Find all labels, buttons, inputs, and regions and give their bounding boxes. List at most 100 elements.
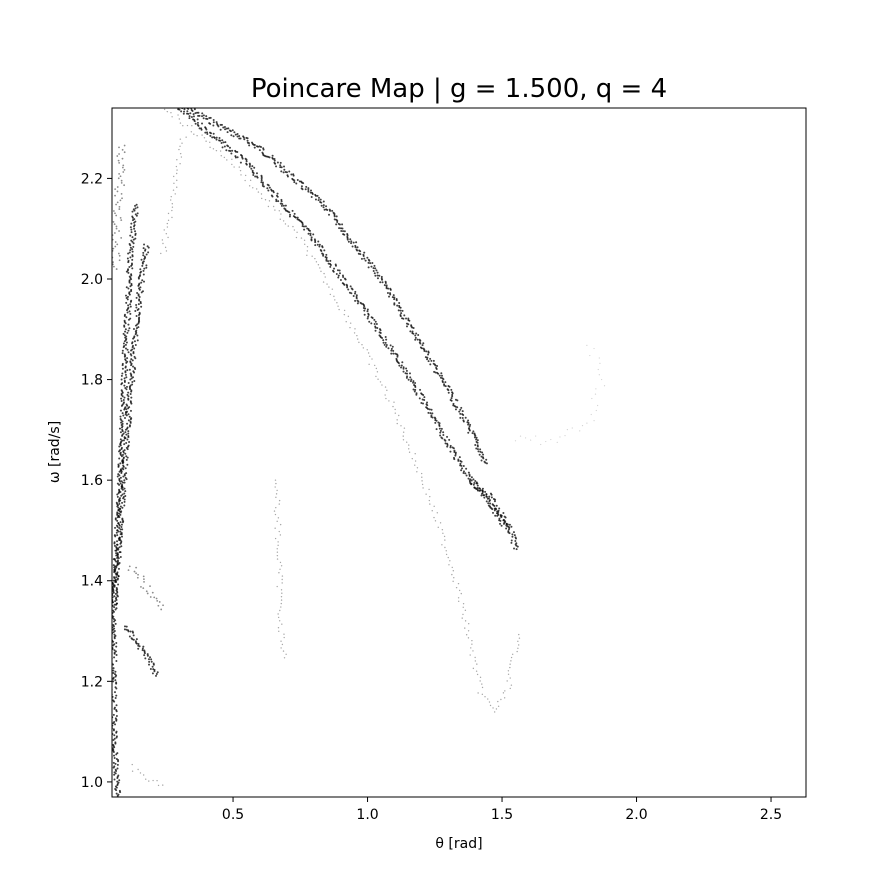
scatter-point: [337, 276, 340, 279]
scatter-point: [119, 490, 122, 493]
scatter-point: [500, 516, 503, 519]
scatter-point: [303, 239, 306, 241]
scatter-point: [212, 124, 215, 127]
scatter-point: [125, 442, 128, 445]
scatter-point: [433, 505, 435, 508]
scatter-point: [405, 376, 408, 379]
scatter-point: [474, 434, 477, 437]
scatter-point: [130, 262, 133, 265]
scatter-point: [155, 674, 157, 677]
scatter-point: [128, 291, 131, 294]
scatter-point: [131, 359, 134, 362]
scatter-point: [219, 139, 222, 142]
scatter-point: [236, 133, 239, 136]
scatter-point: [137, 326, 140, 329]
scatter-point: [450, 388, 453, 391]
scatter-point: [124, 437, 127, 440]
scatter-point: [133, 570, 136, 573]
scatter-point: [441, 437, 444, 440]
scatter-point: [112, 247, 115, 250]
scatter-point: [123, 625, 126, 628]
scatter-point: [423, 399, 426, 402]
scatter-point: [123, 344, 126, 347]
scatter-point: [134, 204, 137, 207]
scatter-point: [276, 585, 278, 588]
scatter-point: [378, 274, 381, 277]
scatter-point: [363, 309, 366, 312]
scatter-point: [473, 436, 476, 439]
scatter-point: [176, 159, 178, 161]
scatter-point: [179, 163, 181, 165]
scatter-point: [396, 419, 398, 421]
scatter-point: [275, 198, 278, 201]
scatter-point: [171, 206, 174, 208]
scatter-point: [115, 736, 118, 739]
scatter-point: [364, 307, 367, 310]
scatter-point: [599, 362, 601, 364]
scatter-point: [143, 255, 146, 258]
scatter-point: [280, 565, 283, 567]
scatter-point: [515, 548, 518, 551]
scatter-point: [449, 450, 452, 453]
scatter-point: [227, 145, 230, 148]
scatter-point: [132, 370, 135, 373]
scatter-point: [310, 196, 313, 199]
scatter-point: [142, 273, 145, 276]
scatter-point: [454, 405, 457, 408]
scatter-point: [437, 372, 440, 375]
scatter-point: [395, 299, 398, 302]
scatter-point: [135, 572, 138, 575]
scatter-point: [220, 123, 223, 126]
scatter-point: [123, 151, 126, 154]
scatter-point: [165, 233, 168, 235]
scatter-point: [136, 206, 139, 209]
scatter-point: [115, 603, 118, 606]
scatter-point: [508, 532, 511, 535]
scatter-point: [225, 127, 228, 130]
scatter-point: [123, 396, 126, 399]
scatter-point: [150, 660, 153, 663]
scatter-point: [343, 233, 346, 236]
scatter-point: [112, 221, 115, 223]
scatter-point: [408, 451, 411, 453]
scatter-point: [427, 407, 430, 410]
scatter-point: [372, 270, 375, 272]
scatter-point: [281, 592, 283, 594]
scatter-point: [452, 447, 455, 450]
scatter-point: [112, 210, 115, 212]
scatter-point: [127, 304, 130, 307]
scatter-point: [118, 205, 121, 208]
scatter-point: [113, 649, 116, 652]
scatter-point: [340, 230, 343, 232]
scatter-point: [212, 119, 215, 121]
scatter-point: [432, 359, 435, 362]
scatter-point: [278, 530, 280, 533]
scatter-point: [394, 408, 396, 411]
scatter-point: [274, 486, 276, 488]
scatter-point: [197, 111, 200, 114]
scatter-point: [276, 195, 279, 198]
scatter-point: [439, 434, 442, 437]
scatter-point: [113, 541, 116, 544]
scatter-point: [115, 546, 118, 549]
scatter-point: [300, 237, 303, 239]
scatter-point: [335, 273, 338, 276]
scatter-point: [514, 540, 517, 543]
scatter-point: [461, 617, 463, 619]
scatter-point: [162, 784, 164, 786]
scatter-point: [213, 136, 216, 139]
scatter-point: [226, 159, 228, 161]
scatter-point: [462, 613, 464, 616]
scatter-point: [510, 525, 513, 528]
scatter-point: [401, 361, 404, 364]
scatter-point: [518, 633, 520, 636]
scatter-point: [452, 570, 455, 572]
scatter-point: [356, 246, 359, 249]
scatter-point: [484, 490, 487, 493]
scatter-point: [310, 239, 313, 242]
scatter-point: [368, 259, 371, 262]
scatter-point: [120, 219, 123, 222]
scatter-point: [403, 427, 406, 429]
scatter-point: [476, 488, 479, 491]
scatter-point: [319, 198, 322, 201]
